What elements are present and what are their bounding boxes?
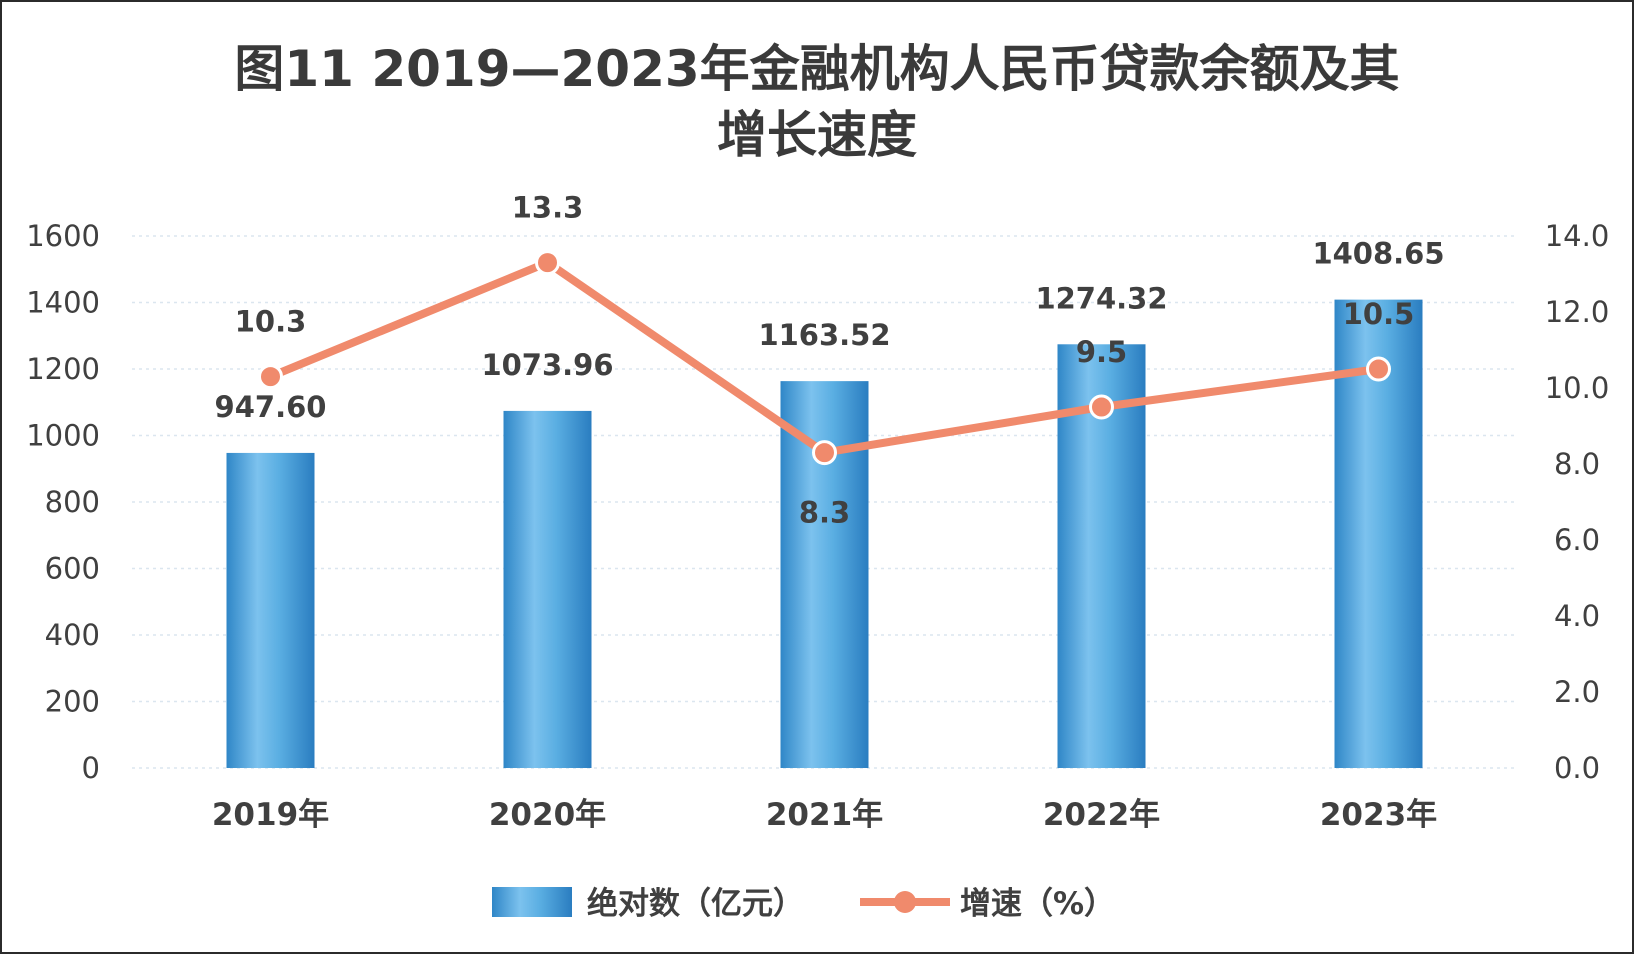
category-label: 2021年 — [766, 797, 883, 833]
right-tick-label: 2.0 — [1554, 675, 1600, 709]
left-tick-label: 0 — [82, 751, 100, 785]
bar — [780, 381, 869, 768]
bar — [226, 452, 315, 768]
legend: 绝对数（亿元） 增速（%） — [492, 886, 1115, 922]
category-axis-labels: 2019年 2020年 2021年 2022年 2023年 — [212, 797, 1437, 833]
line-marker — [812, 440, 837, 466]
line-marker — [258, 364, 283, 390]
category-label: 2022年 — [1043, 797, 1160, 833]
line-marker — [1089, 394, 1114, 420]
bar — [503, 410, 592, 768]
right-tick-label: 12.0 — [1545, 295, 1610, 329]
legend-line-marker — [894, 891, 916, 913]
bar-value-label: 1274.32 — [1035, 281, 1167, 315]
right-tick-label: 4.0 — [1554, 599, 1600, 633]
category-label: 2020年 — [489, 797, 606, 833]
bar-value-label: 1073.96 — [481, 348, 613, 382]
right-tick-label: 8.0 — [1554, 447, 1600, 481]
right-axis-ticks: 0.0 2.0 4.0 6.0 8.0 10.0 12.0 14.0 — [1545, 219, 1610, 785]
line-series: 10.3 13.3 8.3 9.5 10.5 — [235, 191, 1415, 530]
line-value-label: 9.5 — [1076, 335, 1127, 369]
left-tick-label: 200 — [45, 685, 100, 719]
line-value-label: 8.3 — [799, 496, 850, 530]
line-marker — [1366, 356, 1391, 382]
left-tick-label: 600 — [45, 552, 100, 586]
bar-value-label: 1408.65 — [1312, 237, 1444, 271]
category-label: 2019年 — [212, 797, 329, 833]
left-tick-label: 1200 — [26, 352, 100, 386]
line-value-label: 10.5 — [1343, 297, 1415, 331]
right-tick-label: 0.0 — [1554, 751, 1600, 785]
chart-title-line-1: 图11 2019—2023年金融机构人民币贷款余额及其 — [234, 40, 1399, 98]
line-value-label: 10.3 — [235, 305, 307, 339]
bar-value-label: 947.60 — [215, 390, 327, 424]
left-tick-label: 400 — [45, 618, 100, 652]
left-tick-label: 1600 — [26, 219, 100, 253]
line-value-label: 13.3 — [512, 191, 584, 225]
left-tick-label: 1000 — [26, 419, 100, 453]
right-tick-label: 14.0 — [1545, 219, 1610, 253]
left-tick-label: 1400 — [26, 286, 100, 320]
right-tick-label: 10.0 — [1545, 371, 1610, 405]
left-tick-label: 800 — [45, 485, 100, 519]
right-tick-label: 6.0 — [1554, 523, 1600, 557]
legend-line-label: 增速（%） — [960, 886, 1115, 922]
line-marker — [535, 250, 560, 276]
legend-bar-swatch — [492, 887, 572, 917]
bar-value-label: 1163.52 — [758, 318, 890, 352]
category-label: 2023年 — [1320, 797, 1437, 833]
chart-title-line-2: 增长速度 — [717, 106, 917, 164]
left-axis-ticks: 0 200 400 600 800 1000 1200 1400 1600 — [26, 219, 100, 785]
legend-bar-label: 绝对数（亿元） — [587, 886, 804, 922]
